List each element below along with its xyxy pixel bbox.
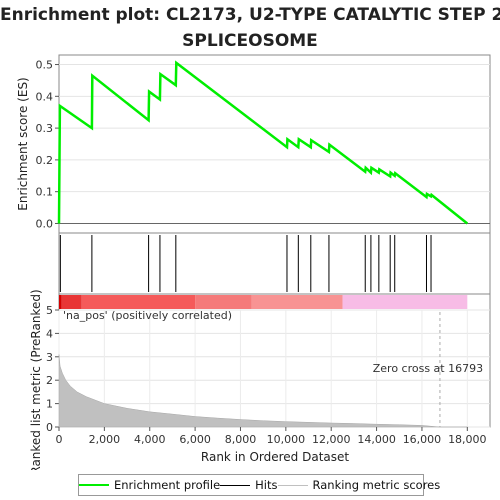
metric-y-tick-label: 3 (46, 351, 53, 364)
es-y-axis-label: Enrichment score (ES) (16, 77, 30, 210)
x-tick-label: 2,000 (89, 433, 121, 446)
legend-swatch-ranking (277, 484, 308, 486)
metric-panel-frame (58, 309, 491, 428)
legend-item-hits: Hits (220, 478, 278, 492)
x-axis-label: Rank in Ordered Dataset (201, 450, 349, 464)
x-tick-label: 10,000 (267, 433, 306, 446)
metric-y-tick-label: 5 (46, 304, 53, 317)
rank-bar-segment (81, 295, 196, 309)
enrichment-profile-line (57, 60, 469, 225)
legend-label-enrichment: Enrichment profile (114, 478, 221, 492)
legend-item-ranking: Ranking metric scores (277, 478, 441, 492)
es-y-tick-label: 0.4 (36, 90, 54, 103)
chart-title-line-2: SPLICEOSOME (182, 31, 318, 51)
rank-bar-segment (59, 295, 62, 309)
x-tick-label: 8,000 (225, 433, 257, 446)
es-y-tick-label: 0.2 (36, 154, 54, 167)
chart-title: Enrichment plot: CL2173, U2-TYPE CATALYT… (0, 2, 500, 54)
positive-correlation-label: 'na_pos' (positively correlated) (63, 309, 232, 322)
legend-item-enrichment-profile: Enrichment profile (79, 478, 220, 492)
hits-panel-frame (58, 232, 491, 295)
es-y-tick-label: 0.0 (36, 217, 54, 230)
es-y-tick-label: 0.5 (36, 59, 54, 72)
x-tick-label: 6,000 (179, 433, 211, 446)
enrichment-chart: 0.0 0.1 0.2 0.3 0.4 0.5 0 1 2 3 4 5 Zero cross at … (16, 54, 491, 470)
legend-label-ranking: Ranking metric scores (312, 478, 441, 492)
rank-bar-segment (342, 295, 468, 309)
x-tick-label: 12,000 (312, 433, 351, 446)
zero-cross-annotation: Zero cross at 16793 (373, 362, 483, 375)
chart-title-line-1: Enrichment plot: CL2173, U2-TYPE CATALYT… (0, 5, 500, 25)
metric-y-tick-label: 1 (46, 398, 53, 411)
x-tick-label: 16,000 (403, 433, 442, 446)
legend: Enrichment profile Hits Ranking metric s… (78, 474, 440, 496)
es-y-tick-label: 0.1 (36, 186, 54, 199)
x-tick-label: 0 (56, 433, 63, 446)
rank-bar-segment (61, 295, 82, 309)
legend-swatch-hits (220, 484, 251, 486)
rank-bar-segment (251, 295, 343, 309)
x-tick-label: 14,000 (357, 433, 396, 446)
x-tick-label: 4,000 (134, 433, 166, 446)
ranking-metric-area (58, 354, 468, 428)
es-y-tick-label: 0.3 (36, 122, 54, 135)
legend-label-hits: Hits (255, 478, 278, 492)
metric-y-tick-label: 4 (46, 327, 53, 340)
x-tick-label: 18,000 (448, 433, 487, 446)
metric-y-axis-label: Ranked list metric (PreRanked) (29, 289, 43, 470)
metric-y-tick-label: 2 (46, 374, 53, 387)
es-panel-frame (58, 54, 491, 234)
metric-y-tick-label: 0 (46, 421, 53, 434)
rank-bar-segment (195, 295, 252, 309)
legend-swatch-enrichment (79, 484, 109, 486)
